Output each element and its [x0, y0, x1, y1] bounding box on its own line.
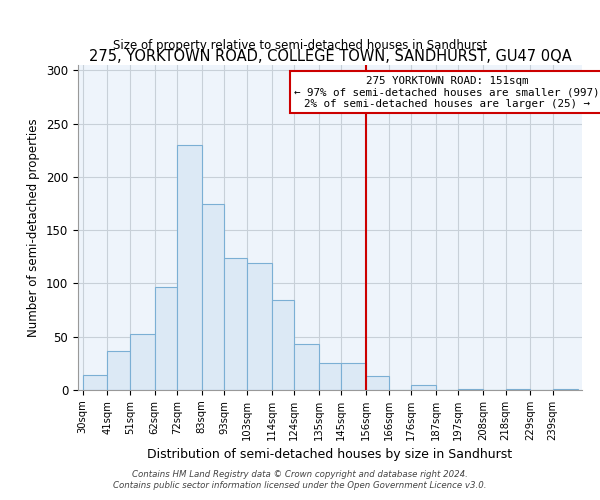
Bar: [505, 389, 530, 390]
Title: 275, YORKTOWN ROAD, COLLEGE TOWN, SANDHURST, GU47 0QA: 275, YORKTOWN ROAD, COLLEGE TOWN, SANDHU…: [89, 49, 571, 64]
Text: Size of property relative to semi-detached houses in Sandhurst: Size of property relative to semi-detach…: [113, 40, 487, 52]
Bar: [458, 389, 483, 390]
Bar: [319, 364, 341, 390]
Bar: [271, 300, 294, 390]
Bar: [366, 376, 389, 390]
Bar: [341, 364, 366, 390]
Bar: [155, 286, 177, 390]
Y-axis label: Number of semi-detached properties: Number of semi-detached properties: [28, 118, 40, 337]
Bar: [202, 204, 224, 390]
Text: Contains HM Land Registry data © Crown copyright and database right 2024.
Contai: Contains HM Land Registry data © Crown c…: [113, 470, 487, 490]
Bar: [107, 350, 130, 390]
Bar: [294, 344, 319, 390]
Bar: [83, 375, 107, 390]
Text: 275 YORKTOWN ROAD: 151sqm
← 97% of semi-detached houses are smaller (997)
2% of : 275 YORKTOWN ROAD: 151sqm ← 97% of semi-…: [294, 76, 600, 109]
Bar: [553, 389, 577, 390]
Bar: [177, 145, 202, 390]
Bar: [130, 334, 155, 390]
Bar: [247, 263, 271, 390]
X-axis label: Distribution of semi-detached houses by size in Sandhurst: Distribution of semi-detached houses by …: [148, 448, 512, 462]
Bar: [224, 258, 247, 390]
Bar: [411, 384, 436, 390]
